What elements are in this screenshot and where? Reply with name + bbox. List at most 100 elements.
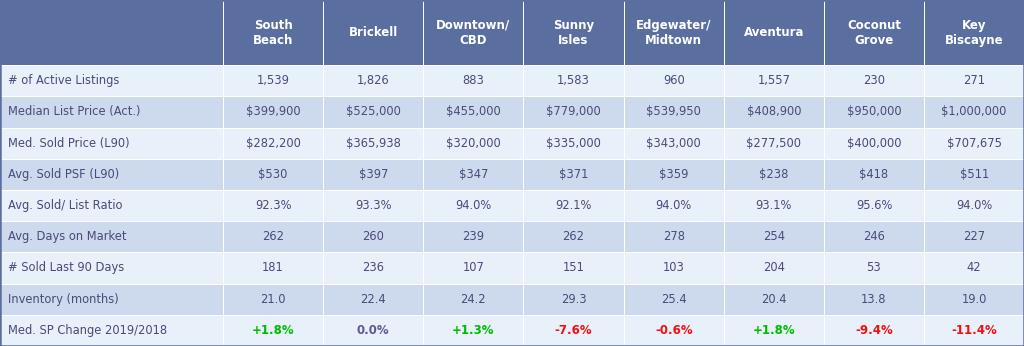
Bar (624, 127, 724, 159)
Bar (0, 190, 223, 221)
Bar (523, 283, 624, 315)
Text: Sunny
Isles: Sunny Isles (553, 19, 594, 47)
Bar (924, 96, 1024, 127)
Text: -11.4%: -11.4% (951, 324, 997, 337)
Text: $371: $371 (559, 168, 588, 181)
Text: 20.4: 20.4 (761, 293, 786, 306)
Bar (223, 252, 324, 283)
Text: $347: $347 (459, 168, 488, 181)
Text: 22.4: 22.4 (360, 293, 386, 306)
Bar (324, 127, 423, 159)
Bar (523, 252, 624, 283)
Bar (924, 0, 1024, 65)
Text: -0.6%: -0.6% (655, 324, 692, 337)
Bar (423, 65, 523, 96)
Text: 151: 151 (562, 262, 585, 274)
Bar (824, 221, 924, 252)
Text: South
Beach: South Beach (253, 19, 293, 47)
Bar (423, 315, 523, 346)
Bar (724, 0, 824, 65)
Text: 271: 271 (964, 74, 985, 87)
Text: 262: 262 (262, 230, 284, 243)
Bar (724, 190, 824, 221)
Text: 42: 42 (967, 262, 981, 274)
Text: 278: 278 (663, 230, 685, 243)
Text: $320,000: $320,000 (446, 137, 501, 149)
Text: 94.0%: 94.0% (456, 199, 492, 212)
Bar (324, 252, 423, 283)
Bar (924, 159, 1024, 190)
Bar (824, 252, 924, 283)
Bar (924, 65, 1024, 96)
Text: Downtown/
CBD: Downtown/ CBD (436, 19, 510, 47)
Text: 107: 107 (463, 262, 484, 274)
Bar (423, 0, 523, 65)
Bar (223, 65, 324, 96)
Text: +1.8%: +1.8% (753, 324, 796, 337)
Text: $525,000: $525,000 (346, 106, 400, 118)
Bar (0, 96, 223, 127)
Text: Aventura: Aventura (743, 26, 804, 39)
Text: Key
Biscayne: Key Biscayne (945, 19, 1004, 47)
Bar (0, 315, 223, 346)
Text: 1,557: 1,557 (758, 74, 791, 87)
Bar (924, 190, 1024, 221)
Text: $343,000: $343,000 (646, 137, 701, 149)
Text: $282,200: $282,200 (246, 137, 300, 149)
Bar (423, 159, 523, 190)
Text: $335,000: $335,000 (546, 137, 601, 149)
Text: +1.8%: +1.8% (252, 324, 295, 337)
Bar (624, 315, 724, 346)
Text: Coconut
Grove: Coconut Grove (847, 19, 901, 47)
Text: 0.0%: 0.0% (357, 324, 389, 337)
Text: 93.1%: 93.1% (756, 199, 792, 212)
Text: -7.6%: -7.6% (555, 324, 592, 337)
Text: 960: 960 (663, 74, 685, 87)
Bar (223, 315, 324, 346)
Bar (724, 65, 824, 96)
Text: $277,500: $277,500 (746, 137, 802, 149)
Bar (0, 159, 223, 190)
Bar (223, 127, 324, 159)
Text: 94.0%: 94.0% (655, 199, 692, 212)
Bar (724, 252, 824, 283)
Text: $539,950: $539,950 (646, 106, 701, 118)
Text: Median List Price (Act.): Median List Price (Act.) (8, 106, 140, 118)
Bar (624, 252, 724, 283)
Bar (523, 0, 624, 65)
Text: Med. SP Change 2019/2018: Med. SP Change 2019/2018 (8, 324, 167, 337)
Bar (824, 283, 924, 315)
Bar (724, 96, 824, 127)
Text: 1,583: 1,583 (557, 74, 590, 87)
Text: $400,000: $400,000 (847, 137, 901, 149)
Bar (824, 190, 924, 221)
Bar (324, 159, 423, 190)
Text: $238: $238 (759, 168, 788, 181)
Bar (0, 65, 223, 96)
Text: Brickell: Brickell (348, 26, 398, 39)
Bar (0, 0, 223, 65)
Bar (223, 0, 324, 65)
Bar (724, 127, 824, 159)
Bar (223, 96, 324, 127)
Bar (423, 221, 523, 252)
Bar (924, 221, 1024, 252)
Bar (423, 283, 523, 315)
Text: 53: 53 (866, 262, 882, 274)
Text: $455,000: $455,000 (446, 106, 501, 118)
Text: 93.3%: 93.3% (355, 199, 391, 212)
Bar (324, 221, 423, 252)
Text: 95.6%: 95.6% (856, 199, 892, 212)
Bar (0, 252, 223, 283)
Bar (824, 127, 924, 159)
Text: -9.4%: -9.4% (855, 324, 893, 337)
Bar (324, 0, 423, 65)
Bar (324, 315, 423, 346)
Text: 29.3: 29.3 (561, 293, 587, 306)
Text: 24.2: 24.2 (461, 293, 486, 306)
Bar (624, 0, 724, 65)
Text: 883: 883 (463, 74, 484, 87)
Bar (423, 127, 523, 159)
Text: 92.3%: 92.3% (255, 199, 292, 212)
Bar (423, 96, 523, 127)
